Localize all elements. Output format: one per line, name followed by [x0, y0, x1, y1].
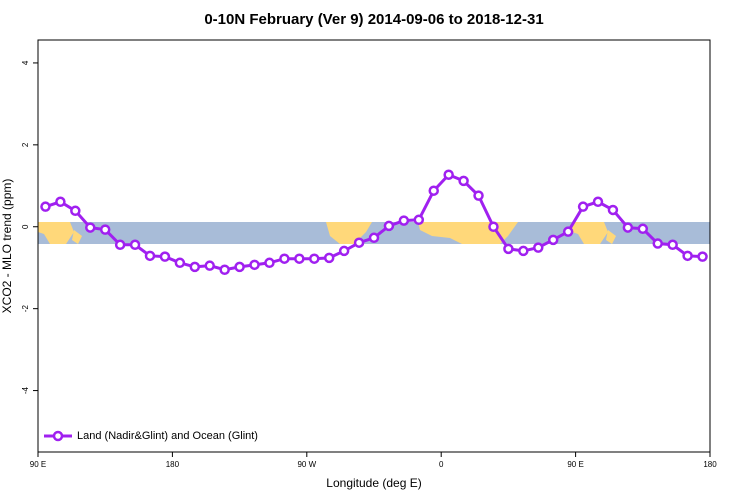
point	[667, 239, 678, 251]
point	[488, 221, 499, 233]
point	[607, 204, 619, 216]
x-tick-label: 0	[439, 460, 444, 469]
point	[129, 239, 141, 251]
point	[637, 223, 649, 235]
point	[99, 224, 111, 235]
point	[323, 252, 335, 264]
point	[249, 259, 260, 271]
chart-title: 0-10N February (Ver 9) 2014-09-06 to 201…	[204, 11, 543, 28]
plot-frame	[37, 39, 711, 453]
point	[368, 232, 380, 244]
x-tick-label: 90 W	[297, 460, 316, 469]
point	[473, 190, 484, 201]
point	[55, 196, 66, 208]
point	[547, 234, 559, 246]
point	[697, 251, 708, 262]
point	[562, 226, 574, 237]
point	[234, 261, 245, 273]
y-tick-label: 4	[21, 60, 30, 65]
x-tick-label: 180	[703, 460, 717, 469]
point	[518, 245, 529, 257]
y-tick-label: -2	[21, 305, 30, 313]
legend-label: Land (Nadir&Glint) and Ocean (Glint)	[77, 430, 258, 442]
point	[428, 185, 439, 196]
point	[398, 215, 410, 226]
legend: Land (Nadir&Glint) and Ocean (Glint)	[44, 430, 258, 442]
point	[189, 261, 201, 273]
point	[592, 196, 604, 208]
point	[503, 243, 514, 255]
point	[70, 205, 81, 217]
x-axis-label: Longitude (deg E)	[326, 476, 421, 490]
point	[383, 220, 395, 232]
point	[413, 214, 425, 226]
point	[174, 257, 186, 269]
point	[443, 169, 454, 180]
y-tick-label: -4	[21, 386, 30, 394]
y-axis-label: XCO2 - MLO trend (ppm)	[0, 179, 14, 314]
x-tick-label: 90 E	[567, 460, 583, 469]
point	[85, 222, 96, 233]
point	[264, 257, 275, 269]
point	[144, 250, 156, 262]
y-tick-label: 0	[21, 224, 30, 229]
x-tick-label: 90 E	[30, 460, 46, 469]
point	[338, 245, 350, 257]
y-tick-label: 2	[21, 142, 30, 147]
point	[159, 251, 171, 262]
point	[533, 242, 544, 253]
point	[204, 260, 215, 271]
point	[682, 250, 693, 262]
point	[622, 222, 634, 233]
point	[219, 264, 230, 276]
point	[309, 253, 320, 264]
point	[458, 175, 469, 187]
point	[40, 201, 51, 212]
x-tick-label: 180	[166, 460, 180, 469]
point	[353, 237, 365, 248]
point	[652, 238, 663, 249]
legend-marker	[52, 430, 64, 442]
point	[294, 253, 305, 264]
point	[114, 239, 126, 251]
point	[279, 253, 290, 264]
point	[577, 201, 589, 212]
